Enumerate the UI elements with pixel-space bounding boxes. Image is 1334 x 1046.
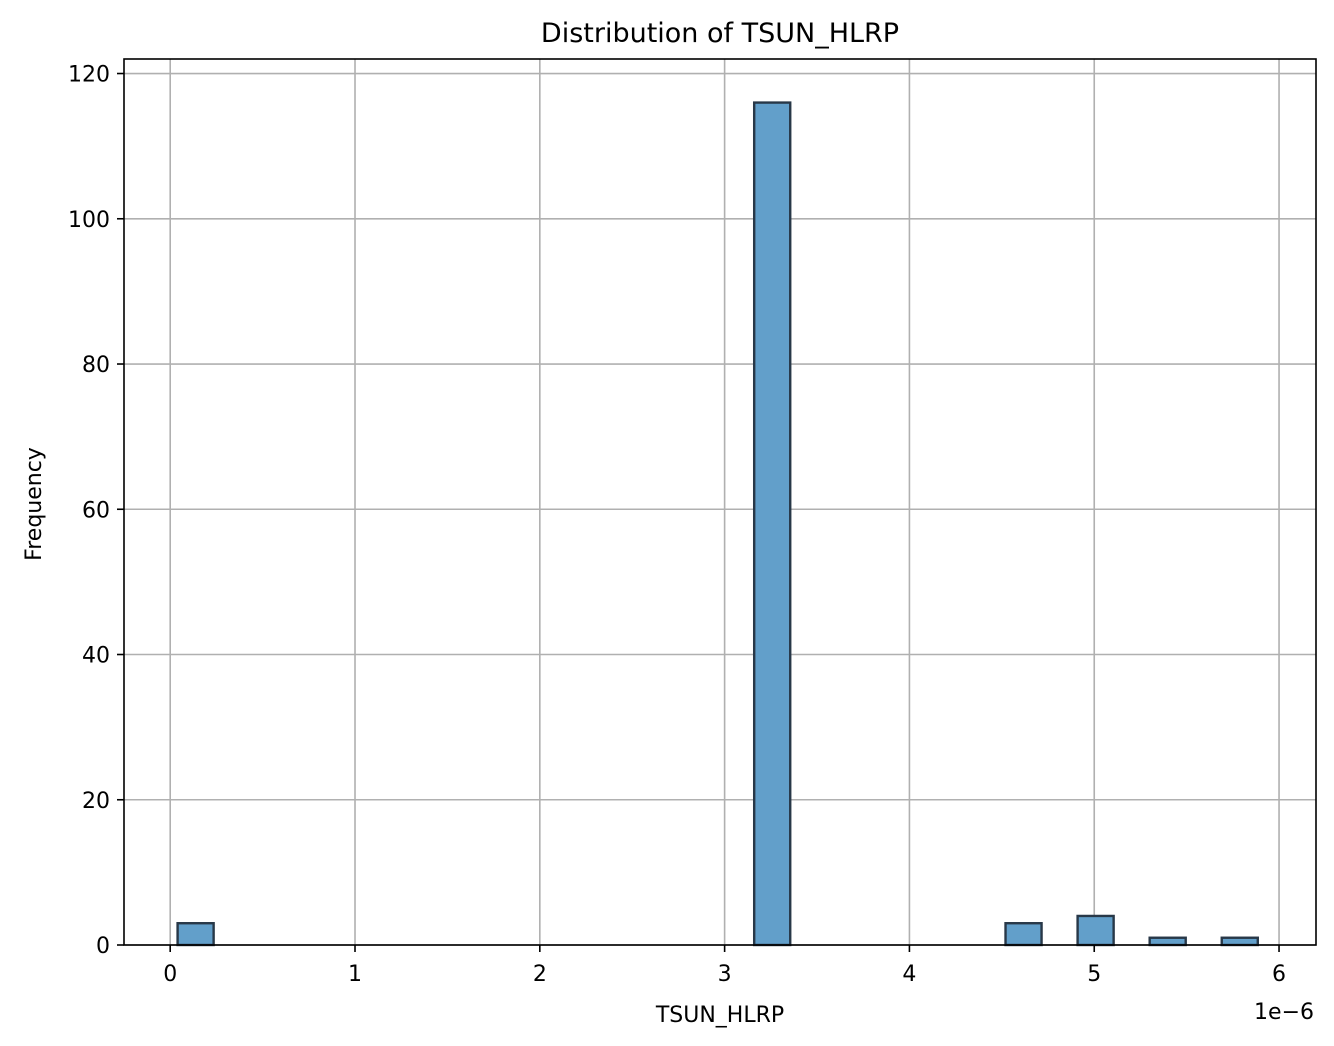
histogram-bar-2 <box>1004 922 1043 947</box>
histogram-bars <box>176 101 1259 947</box>
x-tick-label: 1 <box>348 962 362 987</box>
y-axis-label: Frequency <box>22 447 47 561</box>
x-tick-label: 3 <box>718 962 732 987</box>
x-tick-label: 0 <box>163 962 177 987</box>
x-axis-label: TSUN_HLRP <box>655 1003 784 1028</box>
x-axis-offset-label: 1e−6 <box>1254 1000 1314 1025</box>
x-tick-label: 4 <box>902 962 916 987</box>
x-axis-ticks: 0 1 2 3 4 5 6 <box>163 945 1286 987</box>
grid-lines <box>124 59 1316 946</box>
histogram-bar-5 <box>1220 936 1259 947</box>
histogram-bar-1 <box>752 101 792 947</box>
x-tick-label: 5 <box>1087 962 1101 987</box>
x-tick-label: 2 <box>533 962 547 987</box>
y-tick-label: 60 <box>82 498 110 523</box>
histogram-bar-4 <box>1148 936 1187 947</box>
plot-area-frame <box>123 58 1317 946</box>
y-tick-label: 100 <box>68 208 110 233</box>
y-tick-label: 80 <box>82 353 110 378</box>
y-axis-ticks: 0 20 40 60 80 100 120 <box>68 63 124 959</box>
y-tick-label: 20 <box>82 789 110 814</box>
y-tick-label: 120 <box>68 63 110 88</box>
histogram-bar-3 <box>1076 914 1115 947</box>
y-tick-label: 40 <box>82 644 110 669</box>
y-tick-label: 0 <box>96 934 110 959</box>
x-tick-label: 6 <box>1272 962 1286 987</box>
chart-title: Distribution of TSUN_HLRP <box>541 18 899 49</box>
histogram-bar-0 <box>176 922 215 947</box>
